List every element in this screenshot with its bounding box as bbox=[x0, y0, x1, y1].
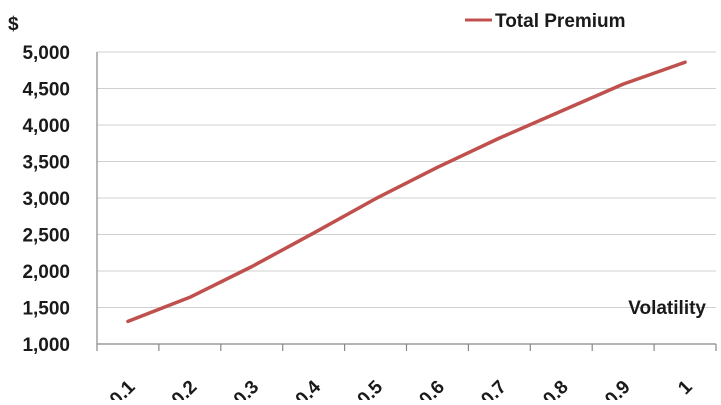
x-tick-label: 0.5 bbox=[354, 376, 388, 400]
y-tick-label: 1,000 bbox=[22, 335, 70, 356]
y-tick-label: 2,000 bbox=[22, 262, 70, 283]
data-point bbox=[250, 265, 254, 269]
gridlines bbox=[97, 51, 716, 308]
data-point bbox=[559, 109, 563, 113]
x-tick-label: 0.8 bbox=[539, 377, 573, 400]
y-axis-title: $ bbox=[8, 14, 19, 35]
data-point bbox=[126, 319, 130, 323]
y-tick-labels: 1,000 1,500 2,000 2,500 3,000 3,500 4,000 4,500… bbox=[22, 43, 70, 356]
data-point bbox=[435, 165, 439, 169]
series bbox=[126, 60, 687, 324]
data-point bbox=[683, 60, 687, 64]
x-tick-label: 0.7 bbox=[477, 377, 511, 400]
y-tick-label: 2,500 bbox=[22, 226, 70, 247]
data-point bbox=[374, 197, 378, 201]
y-tick-label: 4,000 bbox=[22, 116, 70, 137]
x-tick-label: 0.2 bbox=[168, 377, 202, 400]
legend-label-total-premium: Total Premium bbox=[495, 11, 626, 32]
x-tick-label: 1 bbox=[674, 376, 697, 399]
legend: Total Premium bbox=[465, 11, 626, 32]
axes bbox=[96, 52, 717, 351]
x-tick-label: 0.1 bbox=[106, 376, 140, 400]
x-tick-label: 0.3 bbox=[230, 377, 264, 400]
y-tick-label: 4,500 bbox=[22, 80, 70, 101]
y-tick-label: 3,500 bbox=[22, 153, 70, 174]
data-point bbox=[497, 136, 501, 140]
y-tick-label: 3,000 bbox=[22, 189, 70, 210]
x-tick-label: 0.9 bbox=[601, 377, 635, 400]
series-line-total-premium bbox=[126, 60, 687, 324]
y-tick-label: 5,000 bbox=[22, 43, 70, 64]
x-tick-labels: 0.1 0.2 0.3 0.4 0.5 0.6 0.7 0.8 0.9 1 bbox=[106, 376, 697, 405]
data-point bbox=[188, 295, 192, 299]
data-point bbox=[621, 82, 625, 86]
x-tick-label: 0.4 bbox=[292, 376, 326, 400]
x-axis-title: Volatility bbox=[628, 298, 706, 319]
y-tick-label: 1,500 bbox=[22, 299, 70, 320]
x-tick-label: 0.6 bbox=[415, 377, 449, 400]
data-point bbox=[312, 231, 316, 235]
